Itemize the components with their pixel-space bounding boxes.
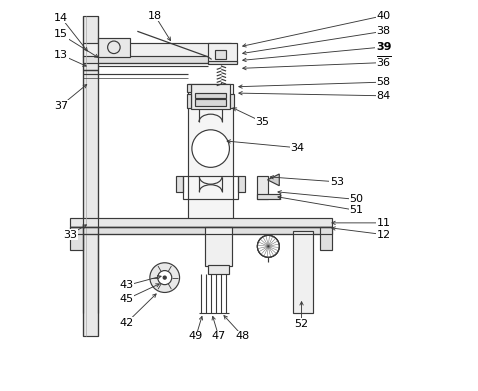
Bar bbox=[184, 176, 238, 199]
Text: 48: 48 bbox=[236, 331, 250, 341]
Text: 14: 14 bbox=[54, 13, 68, 23]
Bar bbox=[229, 94, 234, 108]
Text: 43: 43 bbox=[120, 280, 134, 291]
Text: 18: 18 bbox=[148, 11, 162, 21]
Bar bbox=[70, 218, 332, 227]
Bar bbox=[176, 176, 184, 192]
Text: 49: 49 bbox=[189, 331, 203, 341]
Bar bbox=[188, 84, 233, 227]
Text: 51: 51 bbox=[349, 205, 363, 215]
Text: 15: 15 bbox=[54, 29, 68, 39]
Bar bbox=[187, 94, 191, 108]
Text: 42: 42 bbox=[120, 317, 134, 328]
Circle shape bbox=[192, 130, 229, 167]
Text: 58: 58 bbox=[377, 77, 391, 87]
Text: 53: 53 bbox=[330, 177, 344, 187]
Bar bbox=[208, 265, 229, 274]
Bar bbox=[83, 16, 98, 336]
Circle shape bbox=[257, 235, 279, 257]
Text: 39: 39 bbox=[376, 42, 391, 52]
Bar bbox=[208, 43, 237, 63]
Bar bbox=[83, 56, 231, 63]
Text: 13: 13 bbox=[54, 50, 68, 60]
Text: 34: 34 bbox=[291, 143, 304, 153]
Bar bbox=[195, 99, 226, 106]
Bar bbox=[257, 194, 280, 199]
Bar bbox=[205, 227, 232, 266]
Bar bbox=[208, 61, 237, 64]
Text: 84: 84 bbox=[377, 91, 391, 101]
Bar bbox=[187, 84, 191, 92]
Bar bbox=[98, 38, 130, 57]
Polygon shape bbox=[268, 174, 279, 186]
Text: 37: 37 bbox=[54, 100, 68, 111]
Bar bbox=[83, 43, 231, 57]
Bar bbox=[215, 50, 227, 59]
Text: 35: 35 bbox=[255, 117, 270, 127]
Text: 50: 50 bbox=[349, 194, 363, 204]
Bar bbox=[191, 84, 229, 109]
Bar bbox=[195, 93, 226, 98]
Text: 12: 12 bbox=[377, 230, 391, 240]
Bar bbox=[238, 176, 245, 192]
Bar bbox=[70, 227, 83, 250]
Text: 36: 36 bbox=[377, 57, 391, 68]
Bar bbox=[320, 227, 332, 250]
Text: 45: 45 bbox=[120, 294, 134, 304]
Circle shape bbox=[150, 263, 180, 292]
Text: 40: 40 bbox=[377, 11, 391, 21]
Bar bbox=[293, 231, 313, 313]
Bar bbox=[70, 227, 332, 234]
Text: 52: 52 bbox=[294, 319, 309, 329]
Text: 38: 38 bbox=[377, 26, 391, 36]
Bar bbox=[257, 176, 268, 199]
Circle shape bbox=[158, 271, 172, 285]
Text: 33: 33 bbox=[63, 230, 77, 240]
Text: 11: 11 bbox=[377, 218, 391, 228]
Circle shape bbox=[257, 235, 279, 257]
Text: 47: 47 bbox=[212, 331, 226, 341]
Circle shape bbox=[163, 276, 166, 279]
